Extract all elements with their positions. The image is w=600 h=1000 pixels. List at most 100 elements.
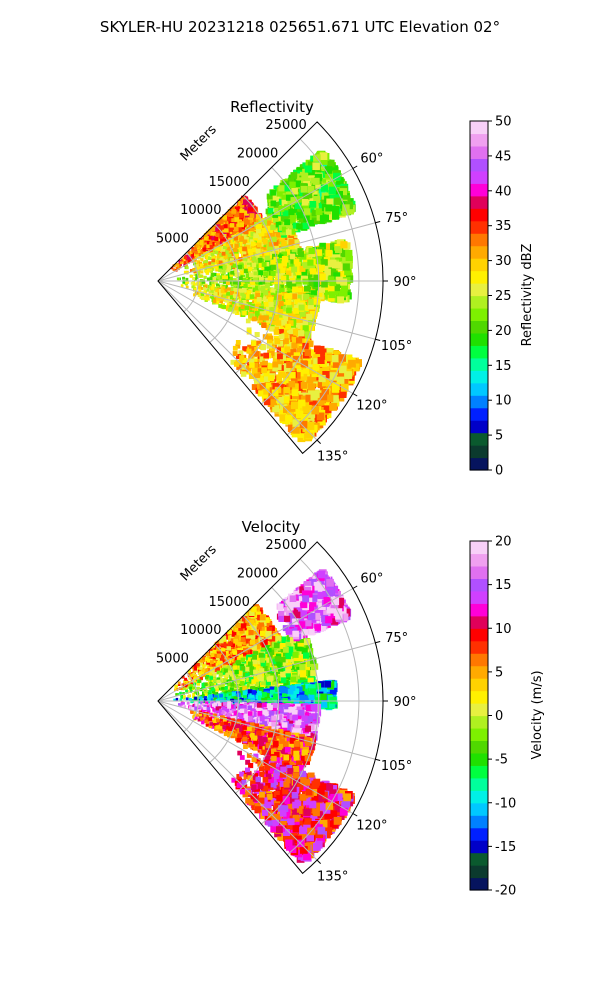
radar-gate: [323, 405, 332, 414]
colorbar-swatch: [470, 407, 488, 421]
radar-gate: [211, 260, 215, 265]
radar-gate: [284, 219, 291, 226]
radar-gate: [321, 264, 329, 271]
radar-gate: [266, 339, 273, 345]
radar-gate: [293, 352, 300, 359]
angle-tick: [316, 439, 321, 444]
radar-gate: [197, 249, 201, 254]
radar-gate: [329, 279, 337, 287]
radar-gate: [217, 297, 221, 302]
radar-gate: [277, 263, 283, 269]
radar-gate: [322, 290, 329, 297]
radar-gate: [305, 394, 313, 402]
colorbar-swatch: [470, 220, 488, 234]
radar-gate: [275, 374, 283, 381]
radar-gate: [197, 291, 201, 295]
radar-gate: [185, 277, 189, 281]
radar-gate: [242, 357, 248, 364]
radar-gate: [269, 348, 275, 355]
radar-gate: [268, 375, 275, 382]
radar-gate: [287, 424, 296, 432]
radar-gate: [228, 276, 233, 281]
radar-gate: [227, 253, 232, 258]
radar-gate: [215, 288, 219, 292]
radar-gate: [197, 256, 201, 260]
radar-gate: [288, 380, 296, 388]
radar-gate: [274, 284, 280, 290]
radar-gate: [279, 414, 287, 422]
radar-gate: [288, 233, 295, 240]
radar-gate: [217, 247, 222, 251]
radar-gate: [216, 266, 220, 271]
radar-gate: [269, 345, 276, 351]
radar-gate: [312, 363, 320, 371]
radar-gate: [267, 400, 275, 407]
radar-gate: [249, 294, 255, 299]
radar-gate: [287, 330, 293, 337]
radar-gate: [277, 304, 284, 311]
radar-gate: [273, 315, 280, 321]
radar-gate: [285, 351, 292, 358]
radar-gate: [248, 351, 254, 357]
radar-gate: [215, 241, 220, 245]
colorbar-swatch: [470, 332, 488, 346]
radar-gate: [294, 312, 300, 319]
radar-gate: [294, 207, 301, 215]
radar-gate: [277, 340, 284, 347]
radar-gate: [201, 254, 205, 258]
radar-gate: [232, 263, 237, 268]
radar-gate: [251, 241, 256, 247]
radar-gate: [238, 350, 244, 356]
radar-gate: [195, 276, 199, 280]
radar-gate: [222, 266, 227, 271]
radar-gate: [275, 271, 281, 277]
radar-gate: [317, 351, 325, 359]
radar-gate: [202, 260, 207, 264]
radar-gate: [340, 278, 348, 286]
radar-gate: [206, 244, 210, 249]
radar-gate: [332, 360, 341, 368]
radar-gate: [224, 250, 229, 255]
radar-gate: [226, 291, 230, 296]
radar-gate: [245, 239, 250, 245]
radar-gate: [271, 319, 277, 325]
radar-gate: [338, 390, 347, 398]
radar-gate: [187, 259, 191, 263]
radar-gate: [293, 239, 299, 246]
radar-gate: [207, 240, 211, 245]
radar-gate: [232, 278, 237, 283]
radar-gate: [210, 231, 215, 236]
radar-gate: [271, 279, 277, 285]
radar-gate: [291, 389, 299, 397]
radar-gate: [219, 219, 224, 224]
radar-gate: [243, 229, 249, 235]
radar-gate: [193, 287, 197, 291]
radar-gate: [289, 246, 296, 252]
radar-gate: [289, 275, 295, 282]
radar-gate: [251, 262, 257, 268]
radar-gate: [251, 247, 257, 253]
radar-gate: [209, 276, 214, 280]
radar-gate: [278, 333, 285, 340]
radar-gate: [196, 266, 201, 270]
radar-gate: [322, 366, 330, 374]
radar-gate: [261, 227, 267, 234]
radar-gate: [281, 260, 287, 267]
radar-gate: [278, 384, 285, 391]
radar-gate: [233, 287, 238, 292]
radar-gate: [284, 399, 292, 407]
radar-gate: [298, 330, 305, 337]
radar-gate: [271, 287, 277, 293]
radar-gate: [252, 345, 258, 352]
radar-gate: [293, 415, 301, 423]
radar-gate: [211, 272, 215, 277]
radar-gate: [228, 227, 233, 232]
radar-gate: [285, 270, 292, 277]
angle-tick-label: 120°: [356, 399, 387, 414]
radar-gate: [263, 271, 269, 277]
radar-gate: [252, 367, 258, 374]
angle-tick: [375, 338, 381, 342]
radar-gate: [261, 392, 269, 399]
radar-gate: [267, 214, 273, 221]
